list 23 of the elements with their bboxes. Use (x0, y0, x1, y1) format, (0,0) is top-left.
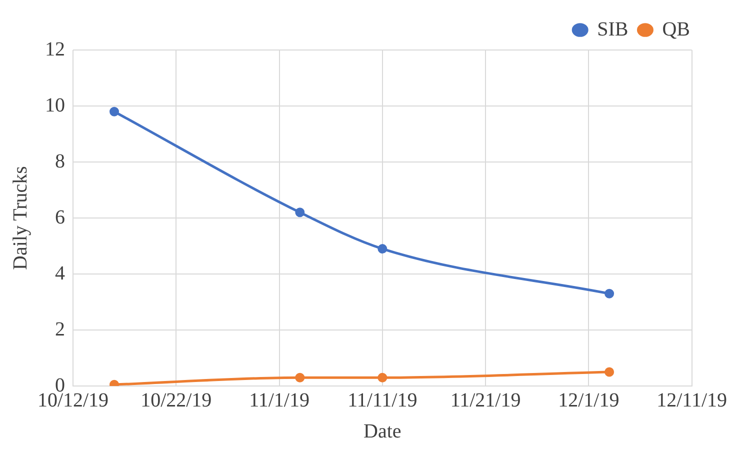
x-tick-label: 12/1/19 (558, 389, 620, 412)
point (604, 367, 614, 377)
point (295, 208, 305, 218)
x-axis-title: Date (364, 420, 402, 442)
x-tick-label: 11/11/19 (348, 389, 418, 412)
y-tick-label: 12 (45, 38, 65, 60)
point (378, 372, 388, 382)
x-tick-label: 10/22/19 (140, 389, 212, 412)
y-tick-label: 10 (45, 94, 65, 116)
y-tick-label: 4 (55, 262, 65, 284)
x-tick-label: 11/1/19 (249, 389, 310, 412)
legend-label: SIB (597, 18, 628, 40)
point (378, 244, 388, 254)
y-tick-label: 2 (55, 318, 65, 340)
y-tick-label: 8 (55, 150, 65, 172)
point (295, 372, 305, 382)
point (110, 106, 120, 116)
legend-label: QB (662, 18, 690, 40)
y-axis-title: Daily Trucks (9, 166, 32, 270)
point (604, 288, 614, 298)
y-tick-label: 6 (55, 206, 65, 228)
x-tick-label: 11/21/19 (450, 389, 521, 412)
x-tick-label: 12/11/19 (656, 389, 727, 412)
